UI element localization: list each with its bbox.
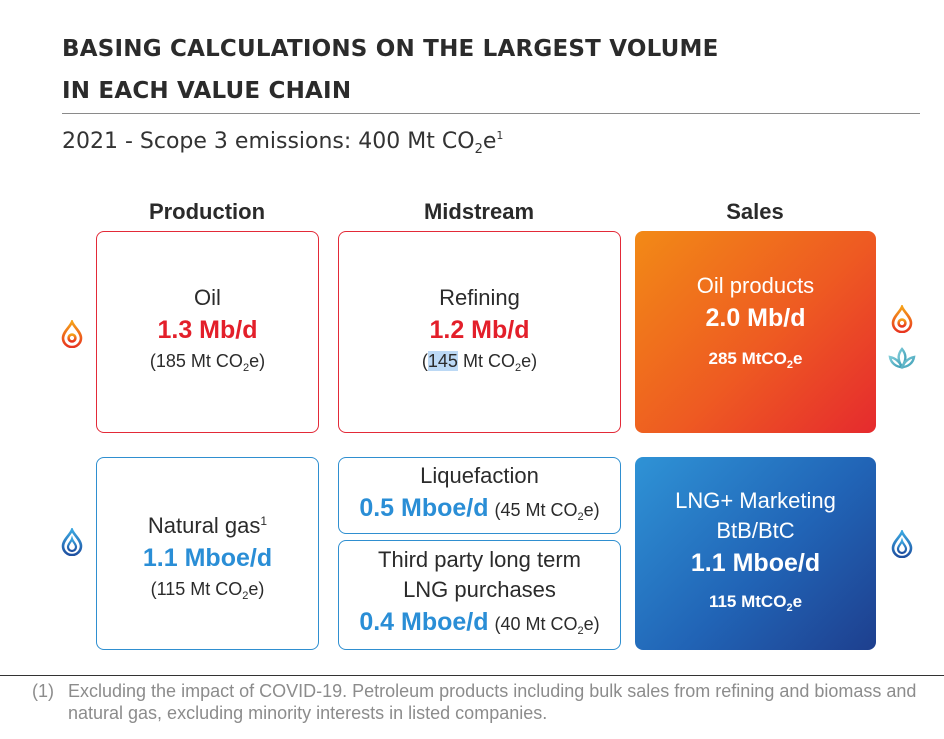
natural-gas-emissions: (115 Mt CO2e) [151, 575, 265, 610]
third-party-emissions-suffix: e) [583, 614, 600, 634]
refining-volume: 1.2 Mb/d [429, 315, 530, 344]
liquefaction-values: 0.5 Mboe/d (45 Mt CO2e) [359, 491, 599, 531]
oil-label: Oil [194, 284, 221, 310]
subtitle-subscript: 2 [474, 142, 483, 157]
title-line-1: BASING CALCULATIONS ON THE LARGEST VOLUM… [62, 36, 719, 62]
liquefaction-emissions: (45 Mt CO2e) [495, 496, 600, 531]
third-party-label-line-1: Third party long term [378, 547, 581, 572]
refining-emissions-sub: 2 [514, 361, 522, 374]
natural-gas-label: Natural gas1 [148, 506, 267, 541]
lng-marketing-emissions: 115 MtCO2e [709, 588, 802, 622]
oil-production-card: Oil 1.3 Mb/d (185 Mt CO2e) [96, 231, 319, 433]
oil-emissions-prefix: (185 Mt CO [149, 350, 243, 371]
footnote-number: (1) [32, 681, 54, 701]
subtitle: 2021 - Scope 3 emissions: 400 Mt CO2e1 [62, 129, 503, 157]
lng-marketing-emissions-prefix: 115 MtCO [708, 591, 787, 611]
liquefaction-volume: 0.5 Mboe/d [359, 493, 489, 522]
footnote-divider [0, 675, 944, 676]
natural-gas-volume: 1.1 Mboe/d [142, 543, 273, 572]
title-line-2: IN EACH VALUE CHAIN [62, 78, 352, 104]
refining-emissions-suffix: e) [521, 350, 538, 371]
third-party-lng-card: Third party long term LNG purchases 0.4 … [338, 540, 621, 650]
oil-emissions: (185 Mt CO2e) [150, 347, 265, 382]
oil-products-emissions-prefix: 285 MtCO [708, 349, 787, 368]
refining-emissions-open: ( [421, 350, 428, 371]
subtitle-prefix: 2021 - Scope 3 emissions: 400 Mt CO [62, 129, 475, 154]
lng-marketing-label-line-1: LNG+ Marketing [675, 487, 836, 513]
page-title: BASING CALCULATIONS ON THE LARGEST VOLUM… [62, 28, 902, 112]
natural-gas-label-text: Natural gas [147, 512, 261, 538]
oil-emissions-suffix: e) [249, 350, 266, 371]
oil-products-emissions-suffix: e [793, 349, 803, 368]
natural-gas-emissions-prefix: (115 Mt CO [150, 578, 243, 599]
footnote: (1) Excluding the impact of COVID-19. Pe… [32, 680, 932, 724]
oil-volume: 1.3 Mb/d [157, 315, 258, 344]
oil-products-label: Oil products [696, 273, 815, 298]
refining-card: Refining 1.2 Mb/d (145 Mt CO2e) [338, 231, 621, 433]
oil-products-card: Oil products 2.0 Mb/d 285 MtCO2e [635, 231, 876, 433]
lng-marketing-emissions-sub: 2 [786, 601, 793, 614]
liquefaction-emissions-prefix: (45 Mt CO [494, 499, 578, 520]
lng-marketing-emissions-suffix: e [792, 591, 803, 611]
third-party-emissions: (40 Mt CO2e) [495, 610, 600, 645]
liquefaction-emissions-suffix: e) [583, 499, 600, 520]
footnote-text: Excluding the impact of COVID-19. Petrol… [68, 681, 917, 723]
title-divider [62, 113, 920, 114]
lotus-icon [888, 347, 916, 373]
oil-drop-icon [61, 320, 83, 348]
third-party-volume: 0.4 Mboe/d [359, 608, 489, 636]
gas-flame-icon [61, 528, 83, 556]
liquefaction-card: Liquefaction 0.5 Mboe/d (45 Mt CO2e) [338, 457, 621, 534]
liquefaction-emissions-sub: 2 [577, 510, 584, 523]
refining-emissions-highlight[interactable]: 145 [427, 350, 458, 371]
refining-emissions: (145 Mt CO2e) [422, 347, 537, 382]
oil-products-emissions: 285 MtCO2e [708, 345, 802, 379]
natural-gas-emissions-sub: 2 [242, 589, 249, 602]
oil-emissions-sub: 2 [242, 361, 250, 374]
subtitle-suffix: e [482, 129, 497, 154]
gas-flame-icon [891, 530, 913, 558]
column-header-sales: Sales [726, 199, 784, 224]
third-party-label-line-2: LNG purchases [403, 577, 556, 602]
refining-label: Refining [439, 284, 520, 310]
oil-drop-icon [891, 305, 913, 333]
oil-products-volume: 2.0 Mb/d [705, 304, 806, 332]
column-header-production: Production [148, 199, 266, 224]
oil-products-emissions-sub: 2 [786, 359, 794, 371]
lng-marketing-label-line-2: BtB/BtC [716, 517, 795, 543]
natural-gas-footnote-ref: 1 [260, 513, 268, 528]
third-party-emissions-sub: 2 [577, 625, 584, 637]
refining-emissions-rest: Mt CO [457, 350, 515, 371]
subtitle-footnote-ref: 1 [496, 129, 504, 142]
third-party-emissions-prefix: (40 Mt CO [494, 614, 578, 634]
lng-marketing-volume: 1.1 Mboe/d [690, 548, 821, 577]
lng-marketing-card: LNG+ Marketing BtB/BtC 1.1 Mboe/d 115 Mt… [635, 457, 876, 650]
natural-gas-emissions-suffix: e) [248, 578, 265, 599]
column-header-midstream: Midstream [423, 199, 535, 224]
liquefaction-label: Liquefaction [420, 462, 539, 488]
third-party-values: 0.4 Mboe/d (40 Mt CO2e) [359, 605, 599, 645]
natural-gas-production-card: Natural gas1 1.1 Mboe/d (115 Mt CO2e) [96, 457, 319, 650]
